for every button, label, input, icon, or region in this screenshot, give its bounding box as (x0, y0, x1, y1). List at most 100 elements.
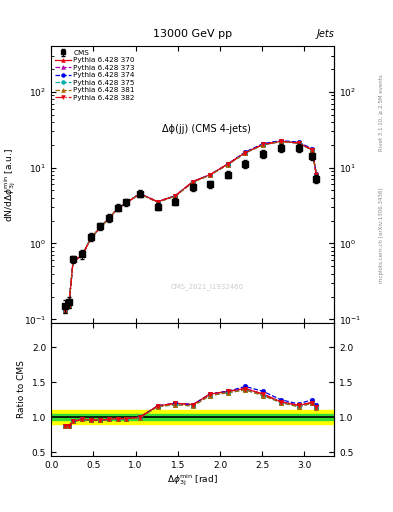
Pythia 6.428 381 (98, 225, 103, 231)
Pythia 6.428 381 (88, 235, 93, 241)
Pythia 6.428 374 (80, 252, 85, 259)
Pythia 6.428 370 (191, 179, 195, 185)
Pythia 6.428 381 (243, 150, 248, 156)
Pythia 6.428 382 (261, 141, 265, 147)
Pythia 6.428 370 (155, 199, 160, 205)
Pythia 6.428 375 (173, 193, 178, 199)
Pythia 6.428 370 (243, 150, 248, 156)
Pythia 6.428 370 (80, 252, 85, 259)
Pythia 6.428 370 (88, 235, 93, 241)
Pythia 6.428 373 (80, 252, 85, 259)
Line: Pythia 6.428 373: Pythia 6.428 373 (62, 139, 319, 313)
Pythia 6.428 381 (208, 172, 212, 178)
Pythia 6.428 374 (314, 170, 319, 177)
Pythia 6.428 370 (208, 172, 212, 178)
Pythia 6.428 373 (191, 179, 195, 185)
Pythia 6.428 382 (225, 161, 230, 167)
Pythia 6.428 370 (106, 216, 111, 222)
Pythia 6.428 374 (310, 146, 314, 152)
Pythia 6.428 370 (314, 172, 319, 178)
Pythia 6.428 381 (279, 139, 283, 145)
Pythia 6.428 381 (314, 172, 319, 178)
Pythia 6.428 374 (279, 138, 283, 144)
Pythia 6.428 381 (310, 147, 314, 153)
Pythia 6.428 381 (173, 193, 178, 199)
Pythia 6.428 375 (116, 205, 120, 211)
Pythia 6.428 373 (62, 308, 67, 314)
Pythia 6.428 373 (314, 172, 319, 178)
Pythia 6.428 382 (173, 193, 178, 199)
Pythia 6.428 374 (261, 141, 265, 147)
Pythia 6.428 382 (98, 225, 103, 231)
Pythia 6.428 374 (208, 172, 212, 178)
Pythia 6.428 370 (261, 141, 265, 147)
Pythia 6.428 370 (279, 138, 283, 144)
Pythia 6.428 375 (225, 162, 230, 168)
Pythia 6.428 374 (225, 161, 230, 167)
Pythia 6.428 382 (314, 172, 319, 178)
Pythia 6.428 373 (208, 172, 212, 178)
Pythia 6.428 374 (296, 139, 301, 145)
Pythia 6.428 375 (124, 200, 129, 206)
Text: Jets: Jets (316, 29, 334, 39)
Pythia 6.428 381 (116, 205, 120, 211)
Line: Pythia 6.428 374: Pythia 6.428 374 (62, 138, 319, 313)
Pythia 6.428 373 (124, 200, 129, 206)
Pythia 6.428 370 (225, 161, 230, 167)
Pythia 6.428 381 (71, 259, 75, 265)
Pythia 6.428 382 (71, 259, 75, 265)
Pythia 6.428 382 (116, 205, 120, 211)
Bar (51, 414, 334, 420)
Pythia 6.428 382 (310, 146, 314, 153)
Pythia 6.428 375 (80, 252, 85, 259)
Pythia 6.428 374 (66, 303, 71, 309)
Pythia 6.428 373 (155, 199, 160, 205)
Pythia 6.428 375 (98, 225, 103, 231)
X-axis label: $\Delta\phi^{\rm min}_{\rm 3j}$ [rad]: $\Delta\phi^{\rm min}_{\rm 3j}$ [rad] (167, 472, 218, 488)
Pythia 6.428 373 (116, 205, 120, 211)
Pythia 6.428 373 (310, 146, 314, 153)
Pythia 6.428 370 (124, 200, 129, 206)
Pythia 6.428 370 (310, 146, 314, 153)
Pythia 6.428 382 (88, 235, 93, 241)
Pythia 6.428 375 (62, 308, 67, 314)
Pythia 6.428 374 (173, 193, 178, 199)
Pythia 6.428 382 (191, 179, 195, 185)
Pythia 6.428 374 (116, 205, 120, 211)
Pythia 6.428 375 (155, 199, 160, 205)
Text: 13000 GeV pp: 13000 GeV pp (153, 29, 232, 39)
Pythia 6.428 381 (80, 252, 85, 259)
Pythia 6.428 381 (124, 200, 129, 206)
Pythia 6.428 382 (124, 200, 129, 206)
Pythia 6.428 370 (62, 308, 67, 314)
Pythia 6.428 382 (155, 199, 160, 205)
Pythia 6.428 382 (243, 150, 248, 156)
Pythia 6.428 375 (191, 179, 195, 185)
Pythia 6.428 373 (98, 225, 103, 231)
Line: Pythia 6.428 370: Pythia 6.428 370 (62, 139, 319, 313)
Pythia 6.428 374 (62, 308, 67, 314)
Pythia 6.428 373 (66, 303, 71, 309)
Pythia 6.428 382 (66, 303, 71, 309)
Pythia 6.428 381 (225, 162, 230, 168)
Text: mcplots.cern.ch [arXiv:1306.3436]: mcplots.cern.ch [arXiv:1306.3436] (379, 188, 384, 283)
Pythia 6.428 381 (261, 142, 265, 148)
Pythia 6.428 382 (62, 308, 67, 314)
Pythia 6.428 374 (124, 200, 129, 206)
Pythia 6.428 374 (243, 149, 248, 155)
Pythia 6.428 373 (296, 140, 301, 146)
Pythia 6.428 374 (71, 259, 75, 265)
Pythia 6.428 370 (116, 205, 120, 211)
Pythia 6.428 375 (138, 191, 142, 197)
Pythia 6.428 375 (208, 172, 212, 178)
Pythia 6.428 373 (243, 150, 248, 156)
Pythia 6.428 375 (88, 235, 93, 241)
Pythia 6.428 375 (279, 139, 283, 145)
Pythia 6.428 381 (191, 179, 195, 185)
Text: Δϕ(jj) (CMS 4-jets): Δϕ(jj) (CMS 4-jets) (162, 124, 251, 134)
Pythia 6.428 370 (296, 140, 301, 146)
Pythia 6.428 381 (138, 191, 142, 197)
Pythia 6.428 374 (98, 225, 103, 231)
Pythia 6.428 374 (191, 179, 195, 185)
Line: Pythia 6.428 382: Pythia 6.428 382 (62, 139, 319, 313)
